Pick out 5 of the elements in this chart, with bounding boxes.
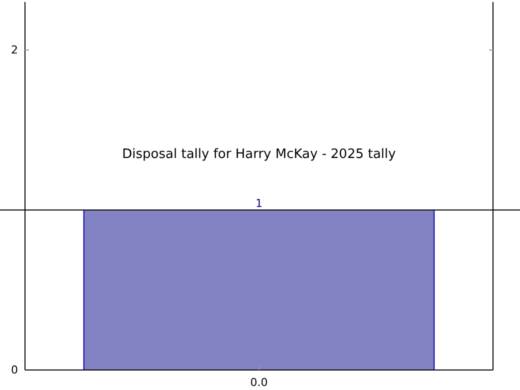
text: Disposal tally for Harry McKay - 2025 tally xyxy=(122,147,396,162)
x-tick-label: 0.0 xyxy=(250,376,268,390)
y-tick-label: 0 xyxy=(11,364,18,377)
y-tick-label: 2 xyxy=(11,44,18,57)
data-label: 1 xyxy=(256,197,262,210)
